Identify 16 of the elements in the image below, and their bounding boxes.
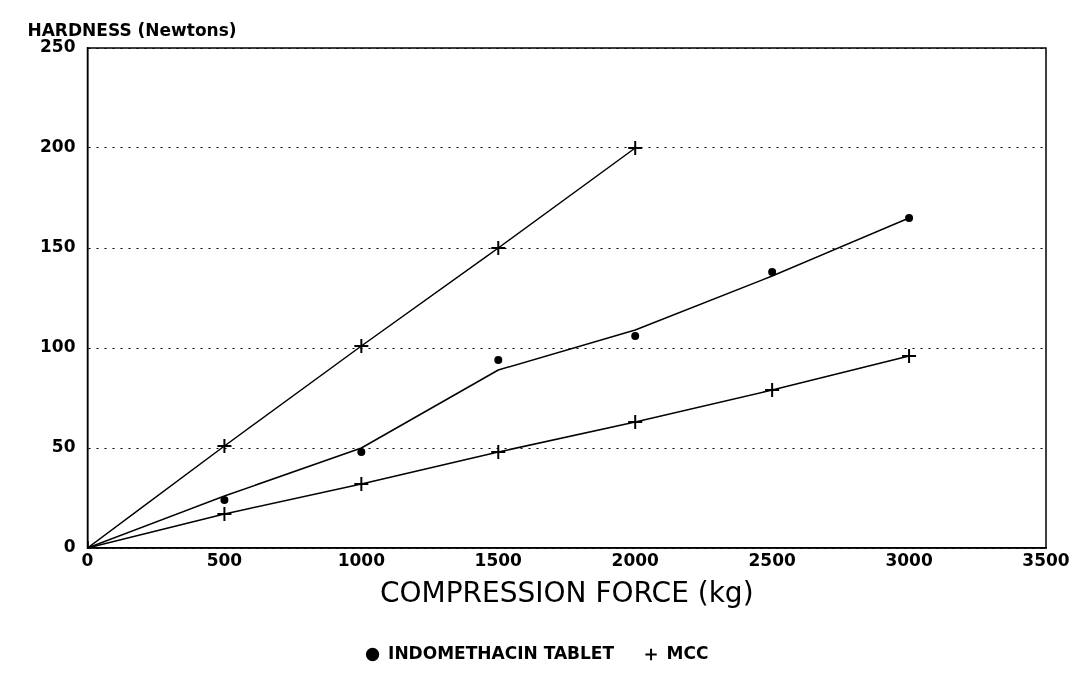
y-tick-label: 0 [63, 536, 76, 557]
x-tick-label: 3500 [1022, 549, 1070, 570]
x-tick-label: 3000 [885, 549, 933, 570]
x-tick-label: 1500 [474, 549, 523, 570]
x-axis-title: COMPRESSION FORCE (kg) [379, 576, 754, 610]
x-tick-label: 0 [81, 549, 94, 570]
legend-label: INDOMETHACIN TABLET [388, 642, 615, 663]
y-tick-label: 50 [51, 436, 76, 457]
legend-label: MCC [666, 642, 709, 663]
x-tick-label: 1000 [337, 549, 386, 570]
x-tick-label: 2500 [748, 549, 796, 570]
x-tick-label: 2000 [611, 549, 660, 570]
y-tick-label: 150 [39, 236, 76, 257]
y-tick-label: 100 [39, 336, 76, 357]
y-tick-label: 200 [39, 136, 76, 157]
x-tick-label: 500 [206, 549, 243, 570]
